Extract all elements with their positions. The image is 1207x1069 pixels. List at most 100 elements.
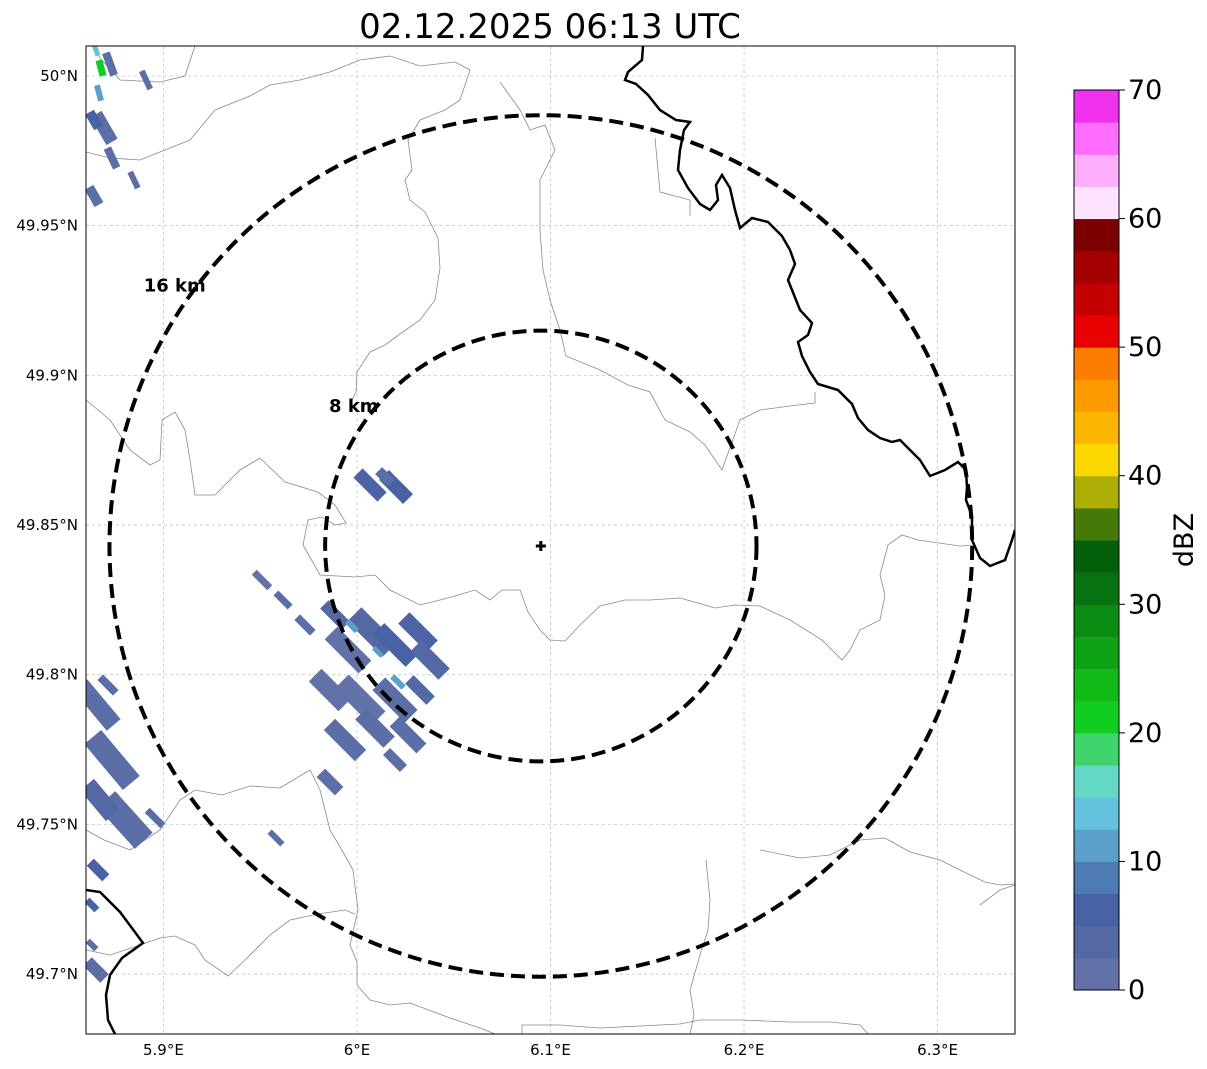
boundary-line bbox=[521, 1019, 869, 1034]
reflectivity-echo bbox=[144, 807, 166, 829]
reflectivity-echo bbox=[323, 718, 367, 762]
latitude-tick-label: 50°N bbox=[40, 67, 78, 85]
colorbar-segment bbox=[1074, 315, 1119, 348]
reflectivity-echo bbox=[308, 668, 352, 712]
colorbar-segment bbox=[1074, 218, 1119, 252]
colorbar-segment bbox=[1074, 507, 1119, 541]
colorbar-tick-label: 0 bbox=[1128, 975, 1145, 1006]
longitude-tick-label: 5.9°E bbox=[143, 1041, 184, 1059]
boundary-line bbox=[86, 399, 976, 661]
colorbar-tick-label: 20 bbox=[1128, 718, 1162, 749]
reflectivity-echo bbox=[102, 51, 118, 77]
colorbar-segment bbox=[1074, 379, 1119, 412]
range-ring-label: 16 km bbox=[144, 276, 206, 297]
reflectivity-echo bbox=[294, 614, 316, 636]
colorbar-segment bbox=[1074, 797, 1119, 830]
reflectivity-echo bbox=[410, 640, 450, 680]
boundary-line bbox=[86, 55, 471, 401]
latitude-tick-label: 49.95°N bbox=[16, 217, 78, 235]
reflectivity-echo bbox=[251, 569, 273, 591]
reflectivity-echo bbox=[372, 677, 418, 723]
reflectivity-echo bbox=[86, 109, 103, 131]
reflectivity-echo bbox=[390, 674, 406, 690]
colorbar-segment bbox=[1074, 347, 1119, 380]
range-ring bbox=[107, 113, 975, 979]
boundary-line bbox=[499, 81, 816, 471]
range-rings: 8 km 16 km bbox=[107, 113, 975, 979]
colorbar: 0 10 20 30 40 50 60 70 dBZ bbox=[1073, 75, 1200, 1006]
colorbar-segment bbox=[1074, 475, 1119, 509]
colorbar-tick-label: 10 bbox=[1128, 846, 1162, 877]
longitude-tick-label: 6.1°E bbox=[530, 1041, 571, 1059]
reflectivity-echo bbox=[320, 600, 350, 630]
reflectivity-echo bbox=[91, 46, 101, 57]
colorbar-tick-label: 30 bbox=[1128, 589, 1162, 620]
colorbar-segment bbox=[1074, 925, 1119, 959]
reflectivity-echo bbox=[95, 59, 107, 77]
reflectivity-echo bbox=[97, 674, 119, 696]
boundary-line bbox=[86, 769, 311, 851]
colorbar-segment bbox=[1074, 122, 1119, 155]
reflectivity-echo bbox=[127, 170, 141, 190]
colorbar-segment bbox=[1074, 636, 1119, 670]
reflectivity-echo bbox=[375, 467, 395, 487]
boundary-line bbox=[759, 837, 1015, 886]
reflectivity-echo bbox=[86, 729, 140, 791]
boundary-line bbox=[654, 137, 691, 216]
colorbar-segment bbox=[1074, 765, 1119, 798]
boundaries-layer bbox=[86, 46, 1015, 1034]
colorbar-segment bbox=[1074, 732, 1119, 766]
border-line bbox=[86, 888, 145, 1034]
reflectivity-echo bbox=[86, 858, 110, 882]
reflectivity-echo bbox=[86, 679, 121, 731]
latitude-tick-labels: 50°N 49.95°N 49.9°N 49.85°N 49.8°N 49.75°N 49.… bbox=[16, 67, 78, 983]
colorbar-segment bbox=[1074, 154, 1119, 187]
range-ring-label: 8 km bbox=[329, 396, 379, 417]
colorbar-tick-label: 40 bbox=[1128, 461, 1162, 492]
reflectivity-echo bbox=[273, 590, 293, 610]
latitude-tick-label: 49.7°N bbox=[26, 965, 78, 983]
colorbar-segment bbox=[1074, 540, 1119, 573]
colorbar-segment bbox=[1074, 829, 1119, 862]
colorbar-tick-label: 70 bbox=[1128, 75, 1162, 106]
range-ring bbox=[323, 328, 759, 764]
reflectivity-echo bbox=[373, 623, 417, 667]
colorbar-segment bbox=[1074, 604, 1119, 637]
reflectivity-layer bbox=[86, 46, 450, 983]
reflectivity-echo bbox=[334, 674, 386, 726]
reflectivity-echo bbox=[316, 768, 344, 796]
reflectivity-echo bbox=[267, 829, 285, 847]
reflectivity-echo bbox=[139, 69, 153, 91]
reflectivity-echo bbox=[86, 184, 104, 208]
map-panel: 8 km 16 km bbox=[85, 45, 1016, 1035]
reflectivity-echo bbox=[405, 675, 435, 705]
longitude-tick-label: 6.3°E bbox=[917, 1041, 958, 1059]
reflectivity-echo bbox=[86, 778, 120, 822]
colorbar-segment bbox=[1074, 572, 1119, 605]
reflectivity-echo bbox=[382, 747, 408, 773]
colorbar-segment bbox=[1074, 186, 1119, 220]
reflectivity-echo bbox=[86, 897, 100, 913]
reflectivity-echo bbox=[94, 84, 104, 102]
longitude-tick-labels: 5.9°E 6°E 6.1°E 6.2°E 6.3°E bbox=[143, 1041, 958, 1059]
reflectivity-echo bbox=[353, 468, 387, 502]
reflectivity-echo bbox=[103, 146, 121, 170]
boundary-line bbox=[979, 884, 1015, 906]
map-title: 02.12.2025 06:13 UTC bbox=[359, 7, 741, 47]
latitude-tick-label: 49.9°N bbox=[26, 366, 78, 384]
colorbar-segment bbox=[1074, 411, 1119, 445]
reflectivity-echo bbox=[344, 618, 360, 634]
reflectivity-echo bbox=[86, 938, 99, 952]
reflectivity-echo bbox=[398, 612, 438, 652]
colorbar-segment bbox=[1074, 957, 1119, 991]
radar-site-marker bbox=[535, 540, 546, 551]
longitude-tick-label: 6°E bbox=[344, 1041, 371, 1059]
colorbar-segment bbox=[1074, 282, 1119, 316]
colorbar-segment bbox=[1074, 90, 1119, 123]
colorbar-segment bbox=[1074, 893, 1119, 927]
reflectivity-echo bbox=[389, 716, 427, 754]
reflectivity-echo bbox=[86, 957, 109, 983]
latitude-tick-label: 49.85°N bbox=[16, 516, 78, 534]
reflectivity-echo bbox=[355, 708, 395, 748]
